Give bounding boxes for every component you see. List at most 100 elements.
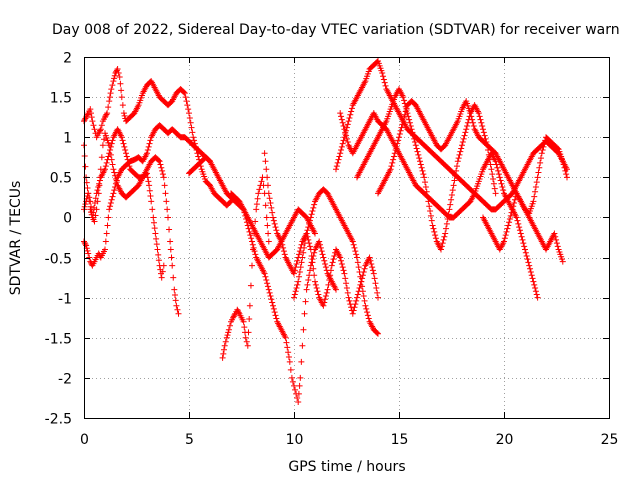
series-track-m [375, 98, 566, 265]
data-point [496, 174, 503, 181]
data-point [295, 278, 302, 285]
data-point [124, 156, 131, 163]
data-point [382, 82, 389, 89]
data-point [531, 281, 538, 288]
data-point [445, 211, 452, 218]
data-point [329, 259, 336, 266]
data-point [89, 214, 96, 221]
data-point [348, 105, 355, 112]
data-point [351, 244, 358, 251]
data-point [304, 281, 311, 288]
x-tick-label: 15 [391, 432, 409, 448]
data-point [540, 143, 547, 150]
data-point [459, 139, 466, 146]
data-point [374, 329, 381, 336]
data-point [96, 177, 103, 184]
data-point [439, 240, 446, 247]
data-point [443, 225, 450, 232]
data-point [84, 247, 91, 254]
data-point [223, 334, 230, 341]
data-point [264, 182, 271, 189]
data-point [326, 277, 333, 284]
data-point [93, 190, 100, 197]
data-point [363, 305, 370, 312]
data-point [418, 164, 425, 171]
y-axis-label: SDTVAR / TECUs [8, 181, 24, 296]
data-point [303, 230, 310, 237]
data-point [427, 212, 434, 219]
data-point [284, 344, 291, 351]
data-point [401, 114, 408, 121]
data-point [531, 193, 538, 200]
data-point [373, 285, 380, 292]
data-point [155, 157, 162, 164]
data-point [109, 82, 116, 89]
data-point [88, 203, 94, 210]
data-point [468, 113, 475, 120]
data-point [296, 248, 303, 255]
data-point [336, 153, 343, 160]
data-point [111, 72, 118, 79]
data-point [285, 349, 292, 356]
data-point [333, 286, 339, 293]
data-point [195, 153, 202, 160]
data-point [147, 193, 154, 200]
data-point [405, 113, 412, 120]
data-point [91, 204, 98, 211]
data-point [490, 175, 497, 182]
data-point [123, 150, 129, 157]
data-point [350, 307, 357, 314]
data-point [480, 126, 486, 133]
data-point [537, 159, 544, 166]
data-point [341, 126, 348, 133]
data-point [296, 268, 303, 275]
data-point [338, 143, 345, 150]
data-point [95, 130, 102, 137]
data-point [328, 262, 335, 269]
data-point [118, 134, 125, 141]
data-point [490, 180, 497, 187]
data-point [504, 225, 511, 232]
data-point [156, 158, 163, 165]
data-point [447, 201, 454, 208]
data-point [158, 164, 165, 171]
data-point [249, 238, 255, 245]
data-point [430, 225, 437, 232]
data-point [338, 113, 345, 120]
data-point [186, 114, 193, 121]
data-point [476, 113, 483, 120]
data-point [506, 219, 513, 226]
y-tick-label: 0 [63, 211, 72, 227]
data-point [343, 280, 350, 287]
data-point [407, 122, 414, 129]
data-point [82, 115, 89, 122]
data-point [244, 342, 251, 349]
data-point [100, 136, 107, 143]
data-point [148, 198, 155, 205]
data-point [268, 296, 275, 303]
data-point [495, 171, 502, 178]
data-point [510, 203, 517, 210]
data-point [391, 150, 398, 157]
data-point [371, 275, 378, 282]
data-point [98, 122, 105, 129]
data-point [172, 297, 179, 304]
data-point [554, 243, 561, 250]
data-point [261, 270, 268, 277]
data-point [532, 285, 539, 292]
data-point [338, 116, 345, 123]
plot-frame [84, 57, 610, 419]
data-point [444, 216, 451, 223]
data-point [222, 338, 229, 345]
data-point [403, 105, 410, 112]
data-point [443, 220, 450, 227]
data-point [112, 172, 119, 179]
data-point [182, 94, 189, 101]
data-point [153, 241, 160, 248]
data-point [491, 185, 498, 192]
data-point [150, 214, 157, 221]
data-point [185, 106, 192, 113]
data-point [307, 262, 314, 269]
data-point [564, 174, 570, 181]
data-point [348, 108, 355, 115]
